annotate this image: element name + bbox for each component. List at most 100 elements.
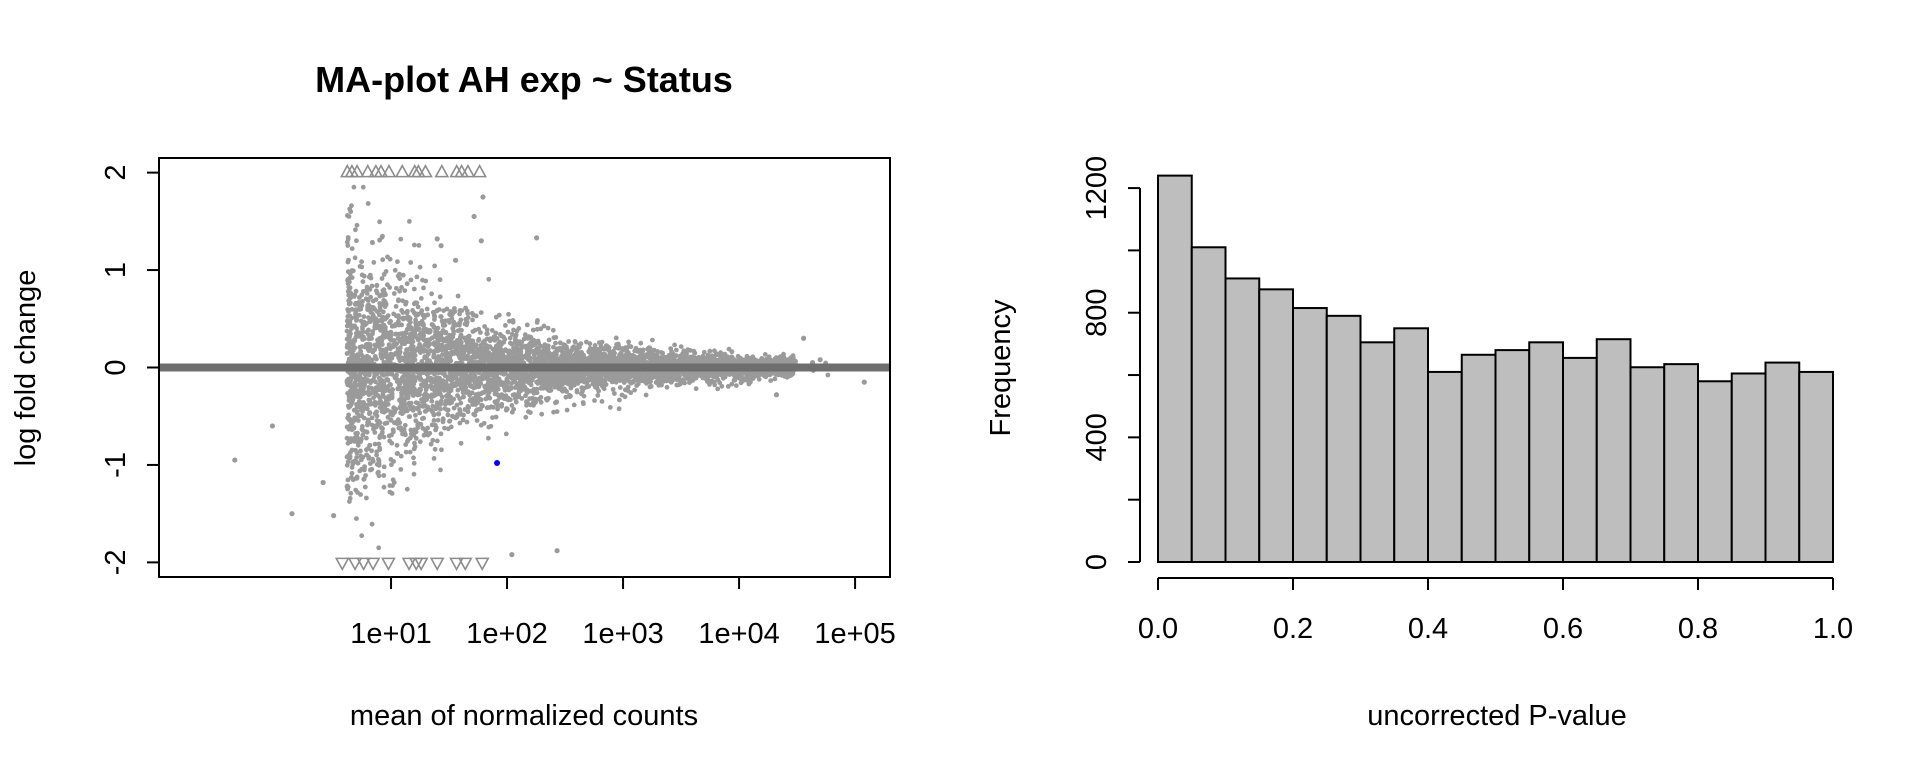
ma-point — [733, 383, 739, 388]
ma-point — [715, 386, 721, 392]
ma-point — [352, 415, 357, 421]
ma-point — [395, 335, 401, 341]
ma-point — [550, 327, 556, 333]
ma-point — [398, 425, 403, 430]
ma-point — [411, 354, 416, 360]
ma-point — [360, 279, 366, 284]
ma-point — [408, 359, 414, 365]
ma-point — [568, 373, 574, 379]
ma-point — [411, 471, 417, 477]
ma-point — [477, 396, 482, 402]
ma-point — [493, 330, 499, 336]
ma-point — [539, 411, 545, 417]
ma-point — [592, 398, 597, 403]
ma-point — [546, 395, 551, 401]
ma-point — [403, 449, 409, 455]
ma-point — [352, 380, 358, 386]
ma-point — [386, 397, 392, 402]
ma-point — [367, 342, 373, 347]
ma-point — [367, 411, 372, 417]
ma-point — [397, 405, 403, 410]
ma-point — [432, 446, 438, 452]
ma-point — [396, 315, 402, 321]
ma-point — [535, 318, 540, 323]
ma-point — [406, 314, 412, 320]
ma-point — [443, 379, 449, 385]
ma-point — [377, 335, 383, 341]
ma-point — [415, 392, 421, 398]
ma-point — [391, 480, 397, 485]
ma-point — [345, 486, 350, 492]
ma-point — [618, 376, 623, 382]
ma-point — [348, 450, 353, 455]
ma-point — [353, 300, 359, 306]
ma-point — [428, 375, 434, 381]
ma-point — [416, 243, 422, 248]
ma-point — [613, 379, 619, 385]
ma-point — [387, 285, 392, 290]
ma-point — [345, 243, 351, 248]
ma-point — [460, 417, 466, 423]
ma-point — [378, 347, 383, 353]
ma-point — [460, 387, 466, 393]
ma-point — [438, 314, 444, 320]
ma-point — [379, 234, 385, 240]
ma-point — [483, 396, 489, 402]
ma-point — [499, 382, 504, 388]
ma-point — [359, 344, 365, 349]
ma-point — [364, 291, 370, 296]
ma-point — [388, 382, 393, 388]
ma-point — [596, 388, 601, 394]
ma-point — [354, 222, 360, 228]
ma-point — [366, 397, 372, 403]
ma-point — [520, 383, 526, 389]
ma-point — [355, 388, 360, 394]
ma-point — [369, 466, 375, 472]
ma-point — [427, 341, 432, 347]
ma-point — [394, 341, 399, 347]
ma-point — [414, 274, 420, 280]
ma-point — [349, 246, 355, 252]
ma-point — [709, 378, 715, 384]
ma-point — [393, 331, 399, 337]
ma-point — [447, 418, 453, 424]
ma-point — [548, 353, 554, 359]
ma-point — [465, 409, 471, 415]
ma-point — [365, 307, 370, 313]
ma-point — [404, 281, 410, 287]
ma-point — [413, 418, 419, 424]
ma-point — [419, 319, 425, 324]
ma-point — [413, 320, 418, 326]
ma-point — [356, 393, 361, 399]
ma-point — [704, 358, 709, 364]
ma-point — [420, 425, 426, 431]
ma-point — [612, 391, 617, 396]
ma-point — [389, 440, 395, 446]
ma-point — [360, 299, 365, 304]
ma-point — [437, 277, 443, 283]
ma-point — [715, 357, 721, 363]
ma-point — [486, 435, 491, 441]
ma-point — [380, 257, 386, 263]
ma-point — [347, 423, 353, 429]
ma-point — [431, 456, 437, 461]
ma-point — [366, 274, 372, 280]
ma-point — [462, 321, 468, 327]
ma-point — [472, 375, 477, 380]
ma-point — [616, 406, 622, 412]
ma-point — [681, 356, 686, 361]
ma-point — [425, 432, 431, 438]
ma-point — [458, 400, 464, 406]
ma-point — [638, 351, 643, 357]
ma-point — [369, 422, 375, 428]
ma-point — [432, 342, 438, 348]
ma-point — [497, 332, 503, 337]
ma-point — [438, 467, 443, 473]
ma-point — [428, 394, 434, 400]
ma-point — [404, 310, 410, 316]
ma-point — [345, 281, 351, 286]
ma-point — [386, 346, 392, 351]
ma-point — [365, 303, 371, 308]
ma-point — [345, 477, 351, 483]
ma-point — [368, 385, 374, 391]
